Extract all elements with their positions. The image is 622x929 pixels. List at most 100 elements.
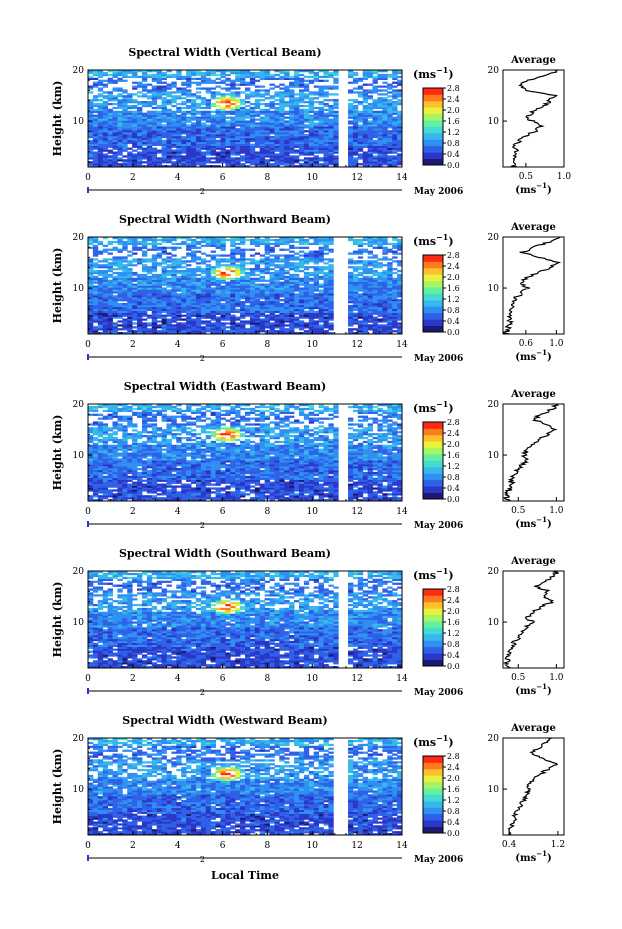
heatmap-cell	[308, 102, 315, 106]
heatmap-cell	[294, 299, 300, 302]
heatmap-cell	[254, 85, 261, 88]
heatmap-cell	[333, 149, 339, 152]
heatmap-cell	[127, 283, 133, 286]
heatmap-cell	[382, 308, 388, 312]
heatmap-cell	[137, 118, 143, 121]
heatmap-cell	[141, 281, 148, 284]
heatmap-cell	[245, 308, 251, 312]
heatmap-cell	[132, 106, 138, 110]
heatmap-cell	[397, 132, 403, 135]
heatmap-cell	[240, 328, 246, 331]
heatmap-cell	[127, 151, 133, 154]
heatmap-cell	[88, 258, 94, 261]
heatmap-cell	[88, 163, 94, 166]
heatmap-cell	[333, 71, 339, 75]
heatmap-cell	[132, 306, 138, 310]
heatmap-cell	[289, 85, 295, 88]
heatmap-cell	[161, 252, 167, 255]
heatmap-cell	[205, 126, 212, 129]
heatmap-cell	[215, 112, 221, 115]
heatmap-cell	[367, 149, 373, 152]
heatmap-cell	[112, 134, 118, 137]
heatmap-cell	[156, 332, 162, 335]
heatmap-cell	[117, 116, 123, 119]
heatmap-cell	[274, 254, 280, 257]
heatmap-cell	[318, 256, 324, 259]
heatmap-cell	[284, 153, 290, 156]
heatmap-cell	[328, 242, 334, 246]
heatmap-cell	[274, 163, 280, 166]
heatmap-cell	[161, 328, 167, 331]
heatmap-cell	[127, 297, 133, 300]
heatmap-cell	[117, 143, 123, 146]
heatmap-cell	[146, 161, 153, 164]
heatmap-cell	[181, 97, 187, 100]
heatmap-cell	[348, 126, 354, 129]
heatmap-cell	[323, 266, 329, 269]
heatmap-cell	[127, 112, 133, 115]
heatmap-cell	[117, 120, 123, 123]
heatmap-cell	[210, 301, 216, 304]
heatmap-cell	[362, 145, 369, 148]
heatmap-cell	[92, 297, 99, 300]
heatmap-cell	[122, 268, 128, 271]
heatmap-cell	[102, 159, 109, 162]
heatmap-cell	[225, 293, 231, 296]
heatmap-cell	[191, 306, 197, 310]
heatmap-cell	[240, 293, 246, 296]
heatmap-cell	[294, 312, 300, 315]
heatmap-cell	[303, 316, 310, 319]
heatmap-cell	[235, 149, 241, 152]
heatmap-cell	[323, 130, 329, 133]
heatmap-cell	[249, 116, 256, 119]
heatmap-cell	[102, 73, 109, 77]
heatmap-cell	[328, 141, 334, 145]
heatmap-cell	[240, 114, 246, 117]
heatmap-cell	[397, 130, 403, 133]
heatmap-cell	[97, 70, 104, 73]
heatmap-cell	[269, 326, 275, 329]
heatmap-cell	[284, 289, 290, 292]
heatmap-cell	[225, 135, 231, 139]
heatmap-cell	[254, 151, 261, 154]
heatmap-cell	[333, 73, 339, 77]
heatmap-cell	[200, 281, 207, 284]
heatmap-cell	[225, 157, 231, 160]
heatmap-cell	[137, 293, 143, 296]
heatmap-cell	[112, 306, 118, 310]
heatmap-cell	[102, 326, 109, 329]
heatmap-cell	[230, 310, 236, 313]
heatmap-cell	[362, 93, 369, 96]
heatmap-cell	[195, 314, 202, 317]
heatmap-cell	[171, 116, 177, 119]
heatmap-cell	[313, 77, 319, 80]
heatmap-cell	[240, 242, 246, 246]
heatmap-cell	[176, 135, 182, 139]
heatmap-cell	[318, 149, 324, 152]
heatmap-cell	[102, 79, 109, 82]
heatmap-cell	[107, 308, 113, 312]
heatmap-cell	[141, 246, 148, 249]
heatmap-cell	[348, 301, 354, 304]
heatmap-cell	[92, 316, 99, 319]
heatmap-cell	[176, 122, 182, 125]
heatmap-cell	[200, 291, 207, 294]
heatmap-cell	[279, 106, 285, 110]
heatmap-cell	[151, 116, 158, 119]
heatmap-cell	[249, 262, 256, 265]
heatmap-cell	[284, 75, 290, 79]
heatmap-cell	[210, 134, 216, 137]
heatmap-cell	[166, 269, 172, 273]
heatmap-cell	[156, 310, 162, 313]
heatmap-cell	[230, 326, 236, 329]
heatmap-cell	[102, 299, 109, 302]
heatmap-cell	[235, 266, 241, 269]
heatmap-cell	[210, 291, 216, 294]
heatmap-cell	[313, 287, 319, 290]
heatmap-cell	[151, 95, 158, 98]
heatmap-cell	[107, 312, 113, 315]
heatmap-cell	[294, 165, 300, 168]
heatmap-cell	[181, 269, 187, 273]
heatmap-cell	[146, 114, 153, 117]
heatmap-cell	[132, 120, 138, 123]
